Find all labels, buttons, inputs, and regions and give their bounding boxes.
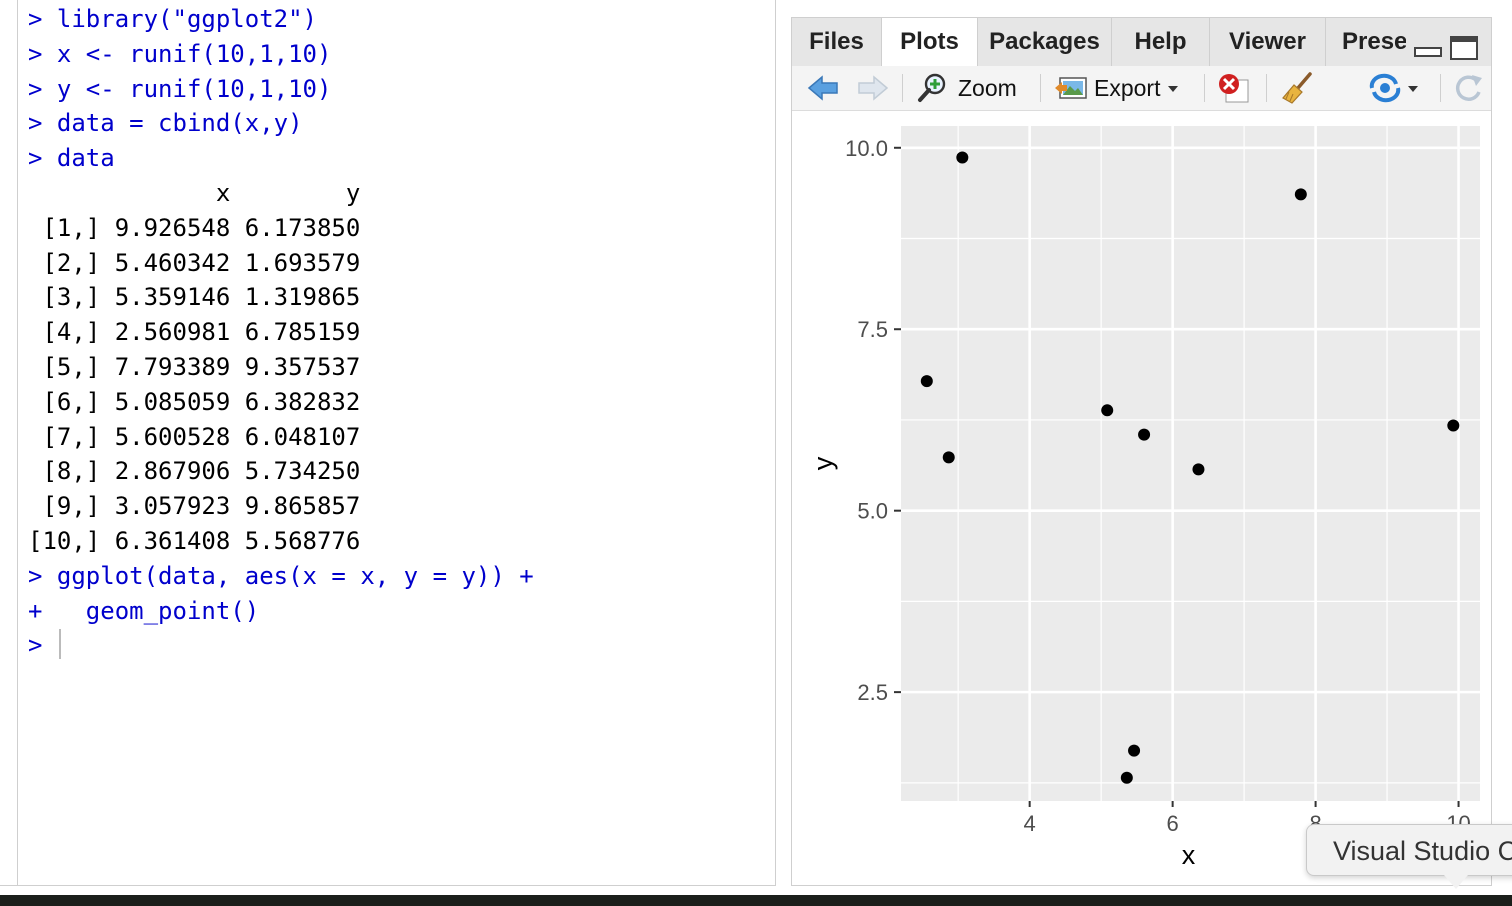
console-output-line: [3,] 5.359146 1.319865 [28,283,361,312]
console-pane[interactable]: > library("ggplot2") > x <- runif(10,1,10… [0,0,776,886]
y-tick-label: 7.5 [857,317,888,342]
x-tick-label: 6 [1167,811,1179,836]
console-border [17,0,18,886]
console-command-line: > data [28,144,115,173]
tab-packages[interactable]: Packages [978,18,1112,66]
toolbar-separator [902,74,903,102]
prompt-symbol: > [28,631,43,660]
export-icon [1055,77,1087,99]
tab-files[interactable]: Files [792,18,882,66]
plots-pane: Files Plots Packages Help Viewer Prese [791,17,1492,886]
broom-icon[interactable] [1280,72,1316,104]
toolbar-separator [1204,74,1205,102]
tab-presentation[interactable]: Prese [1342,28,1406,55]
export-label: Export [1094,74,1161,101]
console-command-line: > ggplot(data, aes(x = x, y = y)) + [28,561,534,590]
x-axis-title: x [1182,840,1196,870]
data-point [1192,463,1205,476]
console-output-line: [6,] 5.085059 6.382832 [28,387,361,416]
x-tick-label: 4 [1024,811,1036,836]
dock-edge [0,895,1512,906]
tab-plots[interactable]: Plots [882,18,978,67]
tab-viewer[interactable]: Viewer [1210,18,1326,66]
zoom-icon [918,73,946,102]
plots-toolbar: Zoom Export [792,66,1491,111]
console-output-line: [5,] 7.793389 9.357537 [28,352,361,381]
console-prompt[interactable]: > [28,628,534,663]
minimize-pane-icon[interactable] [1412,34,1446,64]
forward-arrow-icon[interactable] [856,72,890,104]
data-point [1294,188,1307,201]
console-output-line: [1,] 9.926548 6.173850 [28,213,361,242]
zoom-label: Zoom [958,74,1017,101]
plot-panel [901,126,1480,801]
console-command-line: + geom_point() [28,596,260,625]
console-output-line: [9,] 3.057923 9.865857 [28,492,361,521]
scatter-plot: 468102.55.07.510.0xy [808,126,1480,870]
tooltip-pointer [1444,875,1468,889]
plot-viewer: 468102.55.07.510.0xy [792,111,1491,885]
pane-tab-bar: Files Plots Packages Help Viewer Prese [792,18,1491,67]
zoom-button[interactable]: Zoom [916,72,1017,104]
console-output-line: x y [28,178,361,207]
publish-icon [1369,73,1401,103]
y-tick-label: 10.0 [845,136,888,161]
toolbar-separator [1040,74,1041,102]
console-command-line: > library("ggplot2") [28,5,317,33]
text-cursor [58,629,61,660]
data-point [956,151,969,164]
console-command-line: > data = cbind(x,y) [28,109,303,138]
console-output-line: [8,] 2.867906 5.734250 [28,457,361,486]
data-point [1447,419,1460,432]
back-arrow-icon[interactable] [806,72,840,104]
y-tick-label: 5.0 [857,499,888,524]
console-output-line: [10,] 6.361408 5.568776 [28,526,361,555]
data-point [942,451,955,464]
data-point [1120,771,1133,784]
data-point [1128,744,1141,757]
remove-plot-icon[interactable] [1216,72,1252,104]
toolbar-separator [1440,74,1441,102]
console-command-line: > x <- runif(10,1,10) [28,39,332,68]
export-button[interactable]: Export [1054,72,1182,104]
maximize-pane-icon[interactable] [1448,34,1482,64]
tab-help[interactable]: Help [1112,18,1210,66]
publish-button[interactable] [1366,72,1424,104]
refresh-icon[interactable] [1452,72,1486,104]
console-output: > library("ggplot2") > x <- runif(10,1,10… [28,2,534,663]
console-output-line: [7,] 5.600528 6.048107 [28,422,361,451]
console-command-line: > y <- runif(10,1,10) [28,74,332,103]
chevron-down-icon [1408,86,1418,92]
data-point [1138,428,1151,441]
console-output-line: [2,] 5.460342 1.693579 [28,248,361,277]
data-point [920,375,933,388]
dock-tooltip: Visual Studio C [1306,824,1512,876]
toolbar-separator [1266,74,1267,102]
data-point [1101,404,1114,417]
y-axis-title: y [808,456,838,470]
console-output-line: [4,] 2.560981 6.785159 [28,318,361,347]
y-tick-label: 2.5 [857,680,888,705]
chevron-down-icon [1168,86,1179,92]
